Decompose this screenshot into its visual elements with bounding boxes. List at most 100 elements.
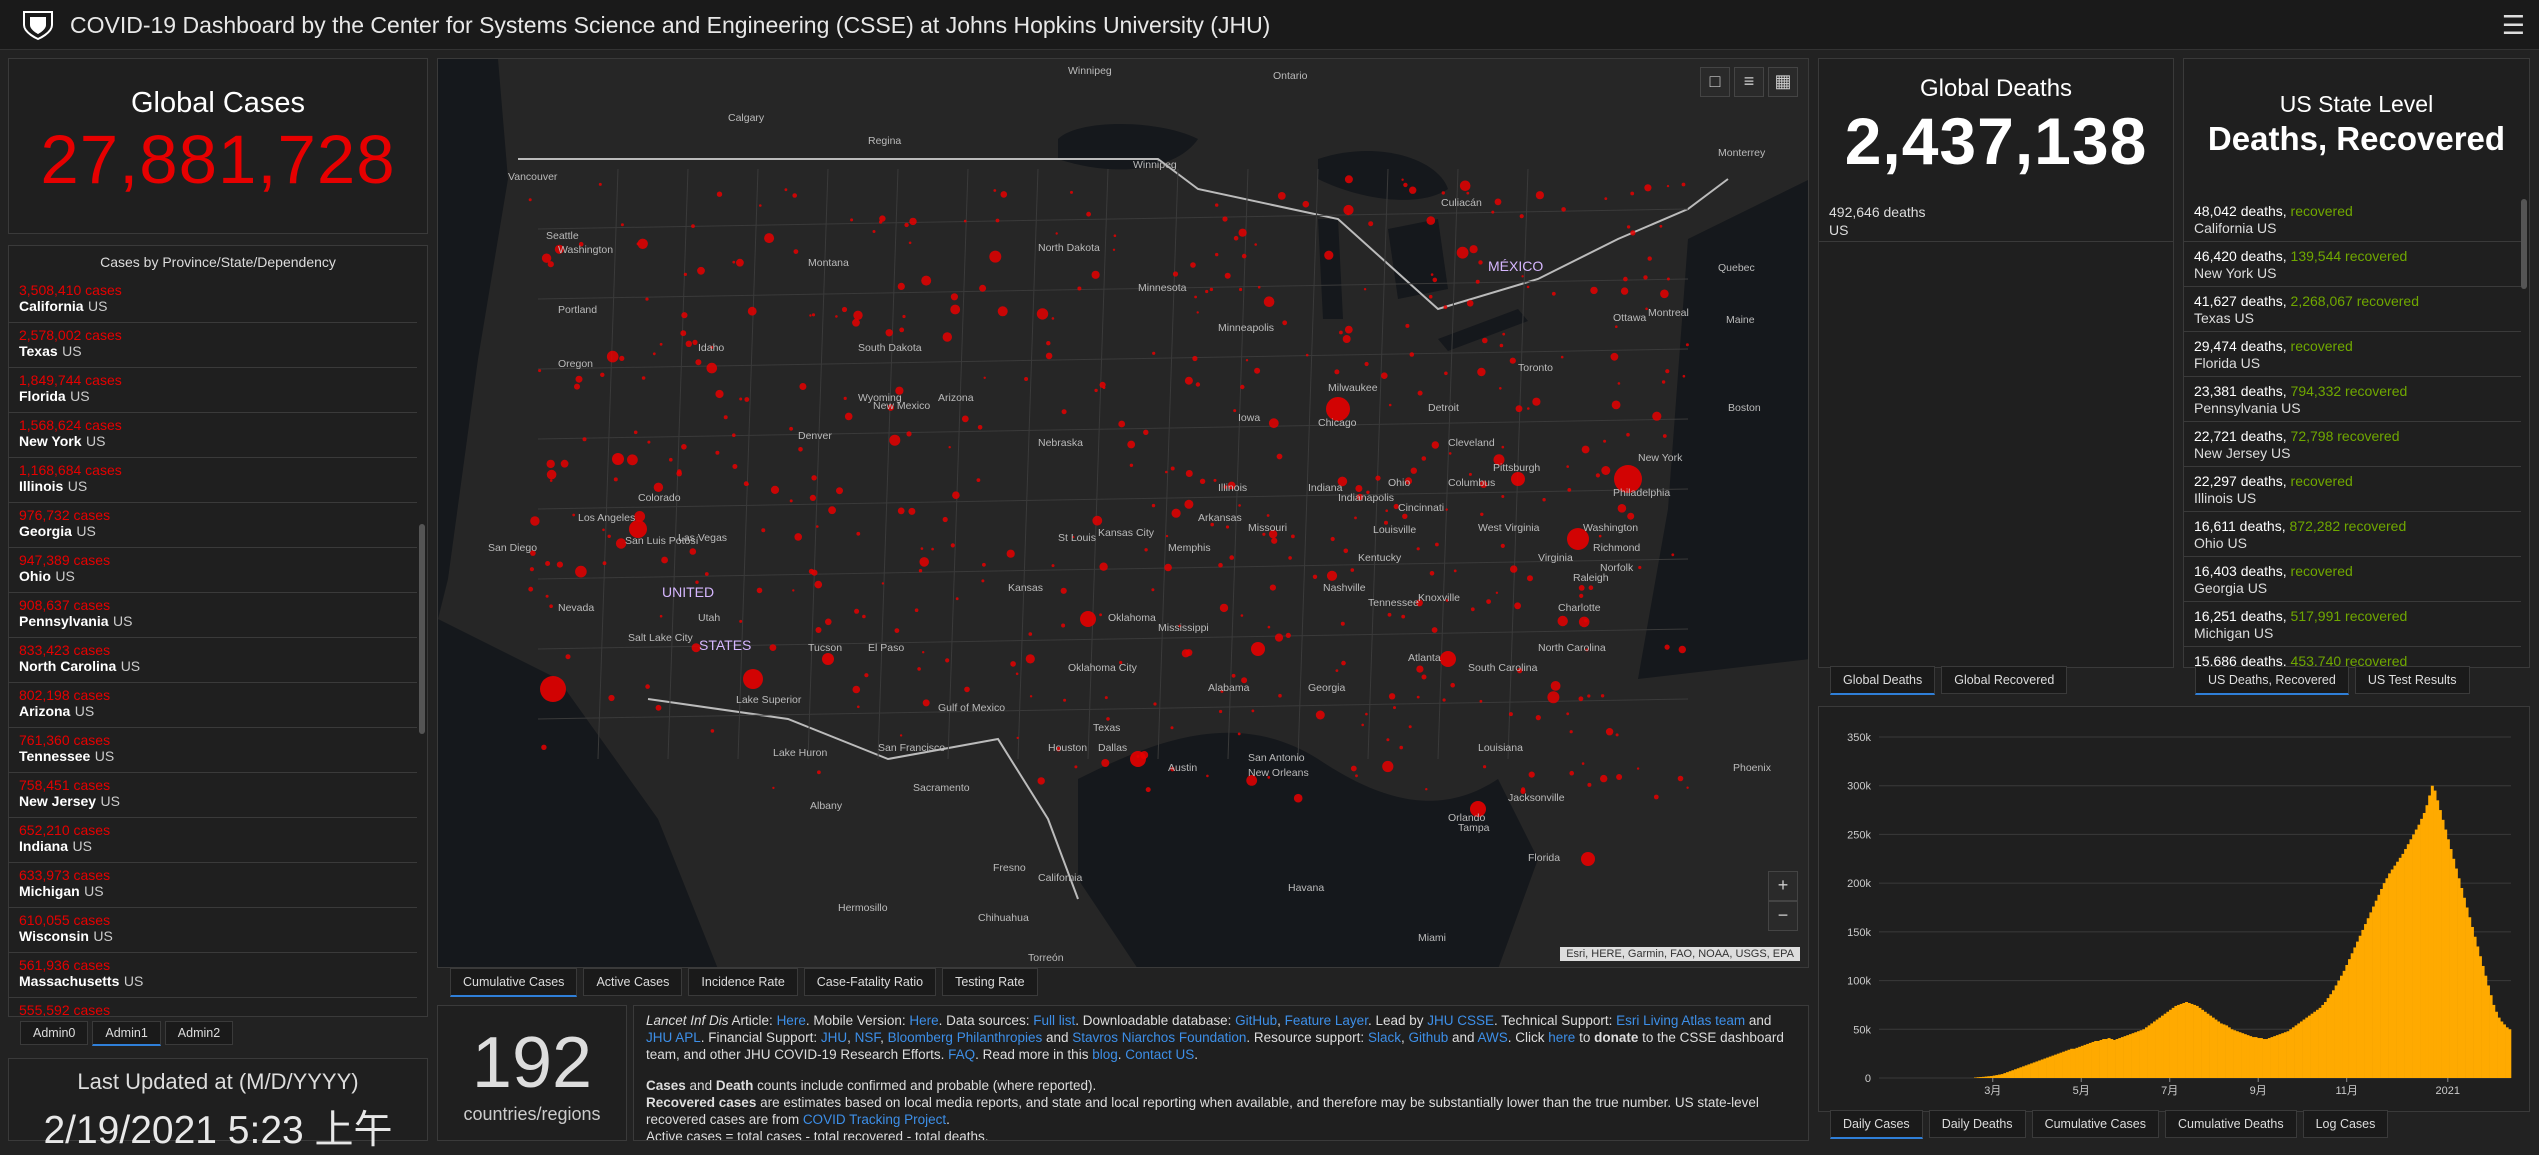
basemap-gallery-icon[interactable]: ▦ — [1768, 67, 1798, 97]
bookmark-icon[interactable]: □ — [1700, 67, 1730, 97]
bloomberg-link[interactable]: Bloomberg Philanthropies — [888, 1030, 1043, 1045]
mobile-version-link[interactable]: Here — [909, 1013, 938, 1028]
case-dot — [1172, 509, 1181, 518]
case-dot — [1482, 338, 1488, 344]
tab-admin2[interactable]: Admin2 — [165, 1021, 233, 1045]
zoom-out-button[interactable]: − — [1768, 901, 1798, 931]
tab-admin0[interactable]: Admin0 — [20, 1021, 88, 1045]
case-dot — [1601, 694, 1604, 697]
full-list-link[interactable]: Full list — [1033, 1013, 1075, 1028]
donate-here-link[interactable]: here — [1548, 1030, 1575, 1045]
faq-link[interactable]: FAQ — [948, 1047, 975, 1062]
tab-us-test-results[interactable]: US Test Results — [2355, 666, 2470, 694]
tab-global-deaths[interactable]: Global Deaths — [1830, 666, 1935, 695]
tab-daily-cases[interactable]: Daily Cases — [1830, 1110, 1923, 1139]
case-dot — [1427, 216, 1436, 225]
case-dot — [732, 464, 737, 469]
case-dot — [1432, 627, 1438, 633]
case-dot — [1381, 372, 1388, 379]
tab-case-fatality-ratio[interactable]: Case-Fatality Ratio — [804, 968, 936, 996]
github2-link[interactable]: Github — [1408, 1030, 1448, 1045]
case-dot — [1239, 288, 1242, 291]
stavros-link[interactable]: Stavros Niarchos Foundation — [1072, 1030, 1246, 1045]
map-label: San Francisco — [878, 742, 945, 754]
tab-log-cases[interactable]: Log Cases — [2303, 1110, 2389, 1138]
tab-global-recovered[interactable]: Global Recovered — [1941, 666, 2067, 694]
case-dot — [1038, 777, 1045, 784]
tab-daily-deaths[interactable]: Daily Deaths — [1929, 1110, 2026, 1138]
tab-active-cases[interactable]: Active Cases — [583, 968, 682, 996]
contact-link[interactable]: Contact US — [1125, 1047, 1194, 1062]
case-dot — [1344, 549, 1349, 554]
tab-us-deaths-recovered[interactable]: US Deaths, Recovered — [2195, 666, 2349, 695]
case-dot — [1590, 287, 1597, 294]
list-item[interactable]: 15,686 deaths, 453,740 recovered — [2184, 647, 2521, 667]
hamburger-menu-icon[interactable]: ☰ — [2502, 10, 2525, 41]
tab-incidence-rate[interactable]: Incidence Rate — [688, 968, 797, 996]
feature-layer-link[interactable]: Feature Layer — [1285, 1013, 1368, 1028]
blog-link[interactable]: blog — [1092, 1047, 1118, 1062]
case-dot — [1052, 317, 1055, 320]
github-link[interactable]: GitHub — [1235, 1013, 1277, 1028]
case-dot — [1062, 409, 1067, 414]
daily-cases-bar — [1979, 1077, 1982, 1078]
esri-link[interactable]: Esri Living Atlas team — [1616, 1013, 1745, 1028]
daily-cases-bar — [2327, 998, 2330, 1078]
tab-cumulative-cases[interactable]: Cumulative Cases — [450, 968, 577, 997]
nsf-link[interactable]: NSF — [855, 1030, 881, 1045]
covid-tracking-link[interactable]: COVID Tracking Project — [803, 1112, 946, 1127]
aws-link[interactable]: AWS — [1478, 1030, 1508, 1045]
case-cluster-dot — [612, 453, 624, 465]
us-state-scrollbar[interactable] — [2521, 199, 2527, 289]
jhu-apl-link[interactable]: JHU APL — [646, 1030, 701, 1045]
tab-cumulative-deaths[interactable]: Cumulative Deaths — [2165, 1110, 2297, 1138]
slack-link[interactable]: Slack — [1368, 1030, 1401, 1045]
legend-list-icon[interactable]: ≡ — [1734, 67, 1764, 97]
cases-list-scrollbar[interactable] — [419, 524, 425, 734]
zoom-in-button[interactable]: + — [1768, 871, 1798, 901]
article-link[interactable]: Here — [777, 1013, 806, 1028]
daily-cases-bar — [2059, 1053, 2062, 1078]
map-label: Phoenix — [1733, 762, 1772, 774]
jhu-csse-link[interactable]: JHU CSSE — [1427, 1013, 1494, 1028]
map-label: Montreal — [1648, 307, 1689, 319]
list-item[interactable]: 555,592 cases — [9, 998, 417, 1016]
jhu-link[interactable]: JHU — [821, 1030, 847, 1045]
daily-cases-bar — [2500, 1021, 2503, 1078]
tab-admin1[interactable]: Admin1 — [92, 1021, 160, 1046]
case-dot — [1478, 260, 1482, 264]
tab-cumulative-cases-chart[interactable]: Cumulative Cases — [2032, 1110, 2159, 1138]
tab-testing-rate[interactable]: Testing Rate — [942, 968, 1037, 996]
country-deaths-item[interactable]: 492,646 deaths US — [1829, 203, 1926, 239]
